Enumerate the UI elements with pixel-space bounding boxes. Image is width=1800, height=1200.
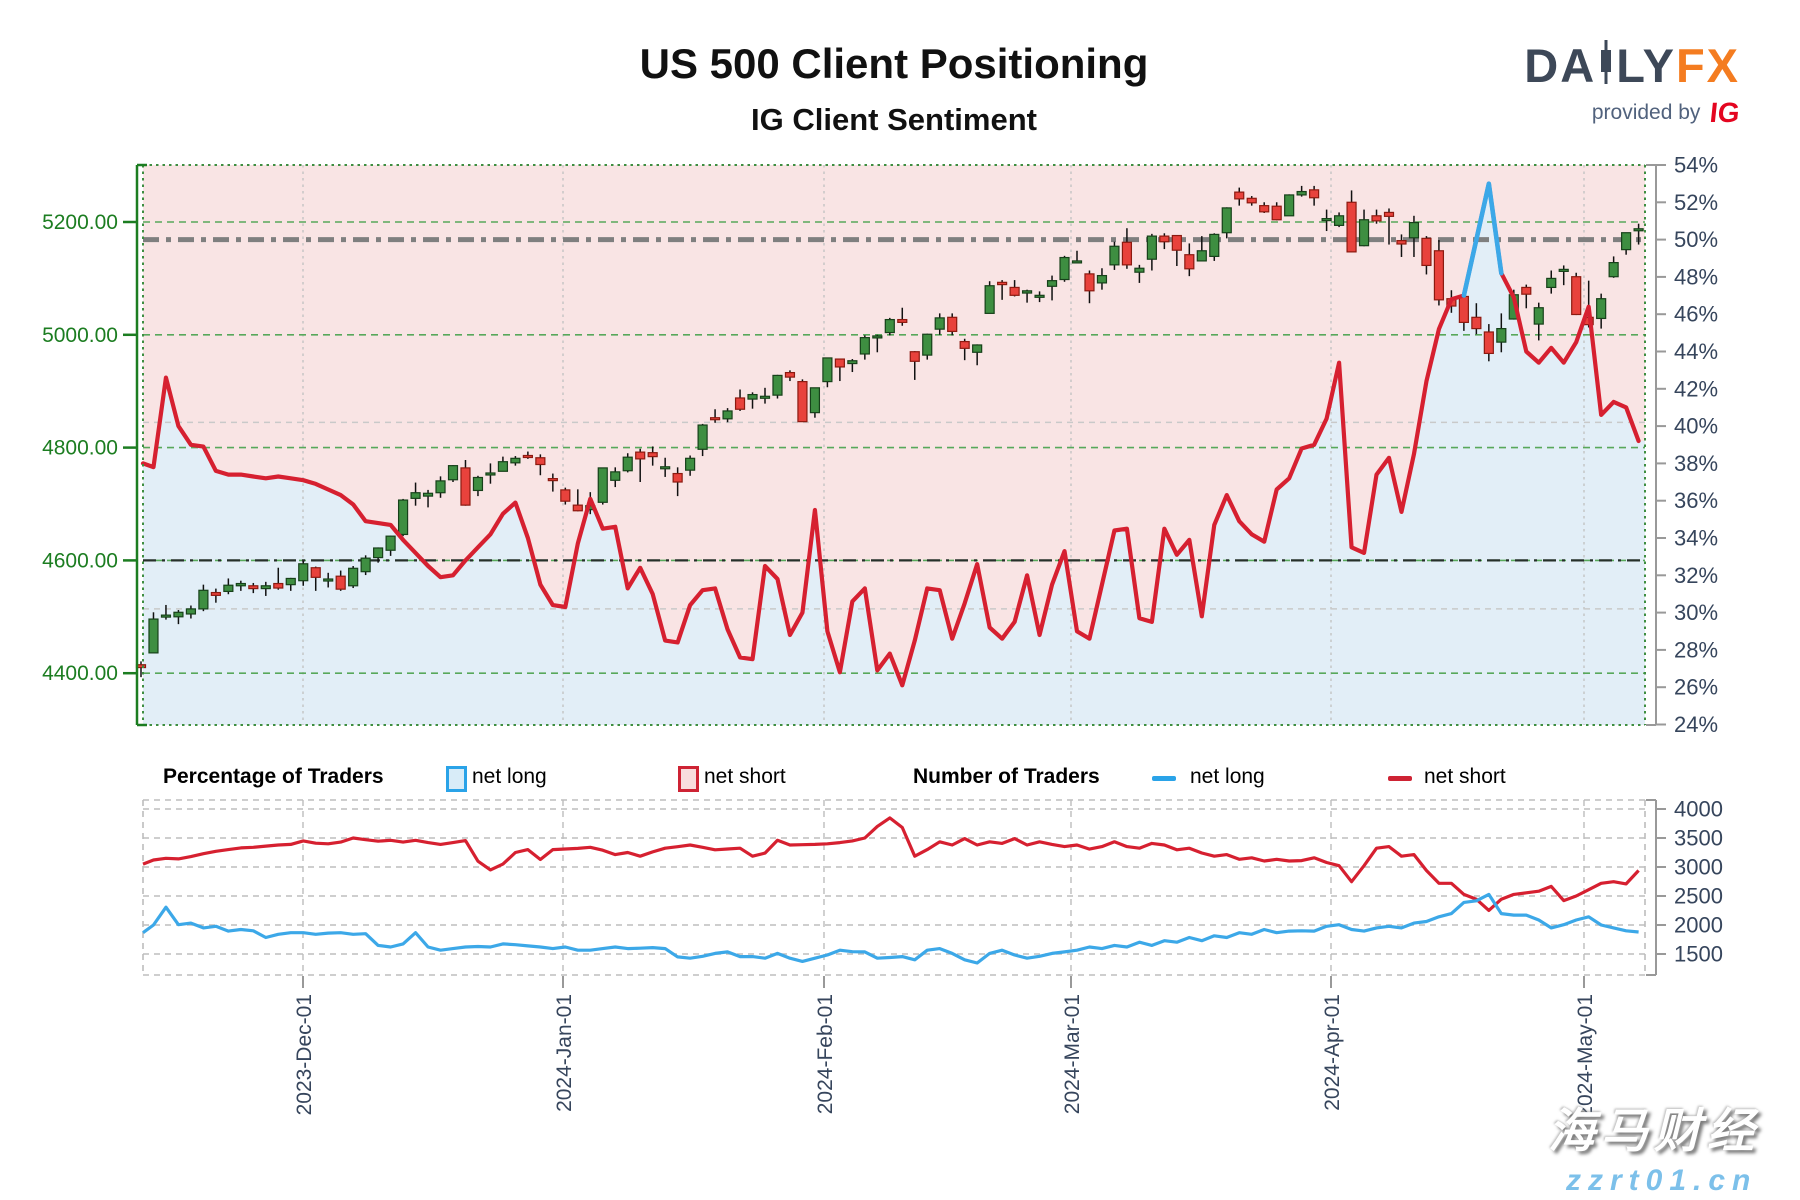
logo-text-ly: LY <box>1616 39 1676 92</box>
logo-text-fx: FX <box>1675 39 1740 92</box>
date-tick-label: 2024-Mar-01 <box>1061 994 1084 1114</box>
trader-count-lines <box>142 816 1640 965</box>
main-gridlines <box>143 165 1645 725</box>
date-tick-label: 2023-Dec-01 <box>293 994 316 1115</box>
date-tick-label: 2024-May-01 <box>1574 994 1597 1118</box>
pct-tick-label: 40% <box>1674 414 1718 439</box>
candlestick-icon <box>1599 40 1613 91</box>
net-short-dash-icon <box>1388 776 1412 781</box>
price-tick-label: 5000.00 <box>42 324 118 347</box>
candlestick-series <box>135 185 1644 678</box>
price-tick-label: 5200.00 <box>42 211 118 234</box>
provided-by-text: provided by <box>1591 101 1701 124</box>
dailyfx-logo: DA LY FX provided by IG <box>1524 40 1742 129</box>
legend-percentage-of-traders: Percentage of Traders <box>163 765 384 788</box>
pct-tick-label: 50% <box>1674 227 1718 252</box>
page-title: US 500 Client Positioning <box>143 40 1645 88</box>
pct-net-short-line <box>140 181 1641 688</box>
count-tick-label: 2000 <box>1674 913 1723 938</box>
watermark-url: zzrt01.cn <box>1566 1164 1758 1197</box>
lower-gridlines <box>142 799 1646 976</box>
dailyfx-wordmark: DA LY FX <box>1524 40 1740 91</box>
pct-tick-label: 52% <box>1674 190 1718 215</box>
count-tick-label: 1500 <box>1674 942 1723 967</box>
pct-tick-label: 32% <box>1674 563 1718 588</box>
sentiment-fills <box>141 165 1645 725</box>
logo-provided-by: provided by IG <box>1524 97 1742 129</box>
price-tick-label: 4600.00 <box>42 549 118 572</box>
price-axis-left: 5200.00 5000.00 4800.00 4600.00 4400.00 <box>42 163 147 727</box>
count-tick-label: 2500 <box>1674 884 1723 909</box>
chart-subtitle: IG Client Sentiment <box>751 102 1037 137</box>
legend-pct-net-short: net short <box>704 765 786 788</box>
pct-net-long-line-above-50 <box>1461 181 1504 298</box>
pct-tick-label: 46% <box>1674 302 1718 327</box>
pct-tick-label: 30% <box>1674 600 1718 625</box>
date-tick-label: 2024-Feb-01 <box>814 994 837 1114</box>
watermark-text: 海马财经 <box>1548 1104 1760 1157</box>
net-short-swatch-icon <box>678 766 699 792</box>
pct-tick-label: 48% <box>1674 264 1718 289</box>
legend-number-of-traders: Number of Traders <box>913 765 1100 788</box>
date-tick-label: 2024-Apr-01 <box>1321 994 1344 1111</box>
pct-tick-label: 38% <box>1674 451 1718 476</box>
chart-title: US 500 Client Positioning <box>639 40 1149 87</box>
date-tick-label: 2024-Jan-01 <box>553 994 576 1112</box>
count-tick-label: 3000 <box>1674 855 1723 880</box>
num-net-long-line <box>142 892 1639 965</box>
legend-num-net-long: net long <box>1190 765 1265 788</box>
price-tick-label: 4800.00 <box>42 437 118 460</box>
pct-axis-right: 54% 52% 50% 48% 46% 44% 42% 40% 38% 36% 34% 32% 30% 2… <box>1646 153 1718 737</box>
net-long-dash-icon <box>1152 776 1176 781</box>
count-tick-label: 3500 <box>1674 826 1723 851</box>
count-axis-right: 4000 3500 3000 2500 2000 1500 <box>1646 797 1723 976</box>
pct-tick-label: 36% <box>1674 488 1718 513</box>
num-net-short-line <box>142 816 1640 913</box>
pct-tick-label: 42% <box>1674 376 1718 401</box>
count-tick-label: 4000 <box>1674 797 1723 822</box>
sentiment-lines <box>140 181 1641 688</box>
pct-tick-label: 44% <box>1674 339 1718 364</box>
net-long-swatch-icon <box>446 766 467 792</box>
main-plot-border <box>142 164 1646 726</box>
pct-tick-label: 34% <box>1674 526 1718 551</box>
pct-tick-label: 24% <box>1674 712 1718 737</box>
legend-num-net-short: net short <box>1424 765 1506 788</box>
legend-pct-net-long: net long <box>472 765 547 788</box>
logo-text-da: DA <box>1524 39 1597 92</box>
price-tick-label: 4400.00 <box>42 662 118 685</box>
pct-tick-label: 28% <box>1674 637 1718 662</box>
pct-tick-label: 26% <box>1674 675 1718 700</box>
pct-tick-label: 54% <box>1674 153 1718 178</box>
date-axis: 2023-Dec-01 2024-Jan-01 2024-Feb-01 2024-Ma… <box>293 976 1597 1118</box>
